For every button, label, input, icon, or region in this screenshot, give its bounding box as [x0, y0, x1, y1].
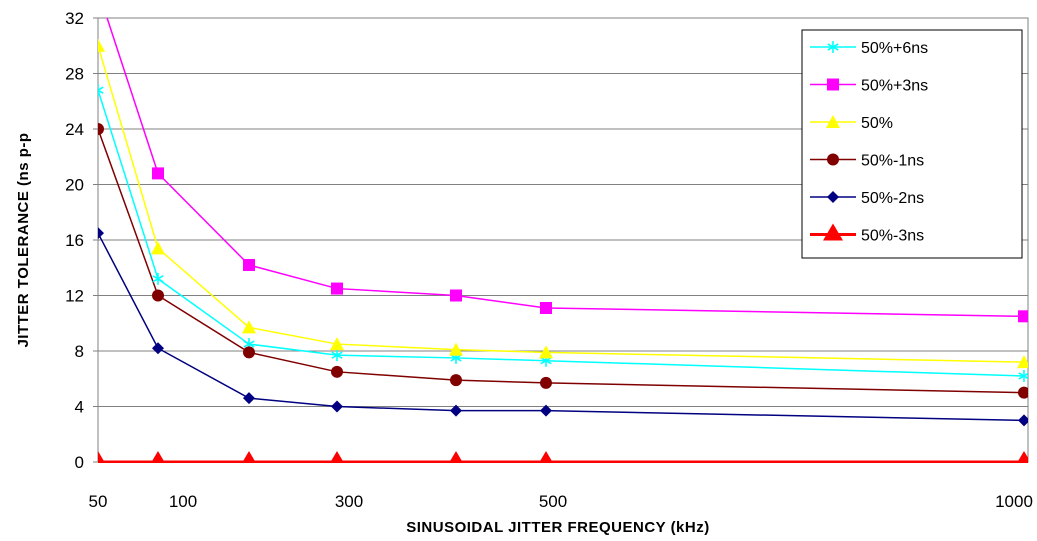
data-point	[152, 289, 164, 302]
data-point	[242, 320, 256, 334]
y-tick-label: 4	[75, 398, 84, 417]
data-point	[827, 78, 839, 91]
data-point	[243, 392, 255, 405]
data-point	[449, 342, 463, 356]
data-point	[330, 337, 344, 351]
data-point	[150, 451, 166, 463]
data-point	[823, 223, 843, 241]
data-point	[331, 349, 343, 362]
marker-layer	[98, 38, 1028, 463]
legend-item: 50%+3ns	[810, 78, 928, 95]
data-point	[540, 301, 552, 314]
data-point	[151, 241, 165, 255]
data-point	[1018, 414, 1028, 427]
data-point	[827, 191, 839, 203]
data-point	[1018, 310, 1028, 323]
legend-box	[801, 29, 1023, 259]
y-tick-label: 32	[65, 9, 84, 28]
data-point	[540, 376, 552, 389]
data-point	[538, 451, 554, 463]
data-point	[331, 282, 343, 295]
x-tick-label: 1000	[995, 492, 1033, 511]
x-tick-label: 300	[335, 492, 363, 511]
legend-item: 50%-3ns	[810, 223, 924, 245]
data-point	[450, 289, 462, 302]
legend-label: 50%-2ns	[861, 190, 924, 207]
data-point	[329, 451, 345, 463]
y-tick-label: 0	[75, 453, 84, 472]
legend-label: 50%-1ns	[861, 153, 924, 170]
y-axis-title: JITTER TOLERANCE (ns p-p	[15, 132, 32, 347]
y-tick-label: 8	[75, 342, 84, 361]
data-point	[98, 227, 104, 240]
data-point	[1016, 451, 1028, 463]
legend-label: 50%	[861, 115, 893, 132]
data-point	[540, 404, 552, 417]
legend-item: 50%	[810, 115, 893, 132]
data-point	[98, 38, 105, 52]
legend-label: 50%-3ns	[861, 228, 924, 245]
x-tick-label: 500	[539, 492, 567, 511]
legend-label: 50%+6ns	[861, 40, 928, 57]
data-point	[152, 167, 164, 180]
data-point	[152, 272, 164, 285]
data-point	[826, 115, 840, 128]
data-point	[331, 365, 343, 378]
data-point	[539, 345, 553, 359]
data-point	[827, 153, 839, 166]
legend-item: 50%-1ns	[810, 153, 924, 170]
data-point	[98, 451, 106, 463]
data-point	[450, 404, 462, 417]
data-point	[331, 400, 343, 413]
legend-item: 50%+6ns	[810, 40, 928, 57]
x-tick-label: 50	[89, 492, 108, 511]
data-point	[827, 41, 839, 53]
x-axis-ticks: 50 100 300 500 1000	[89, 492, 1033, 511]
y-axis-ticks: 0 4 8 12 16 20 24 28 32	[65, 9, 98, 472]
legend-item: 50%-2ns	[810, 190, 924, 207]
data-point	[243, 346, 255, 359]
data-point	[241, 451, 257, 463]
data-point	[152, 342, 164, 355]
data-point	[98, 123, 104, 135]
y-tick-label: 16	[65, 231, 84, 250]
x-tick-label: 100	[169, 492, 197, 511]
data-point	[1018, 369, 1028, 382]
data-point	[243, 258, 255, 271]
y-tick-label: 24	[65, 120, 84, 139]
data-point	[1018, 386, 1028, 399]
y-tick-label: 28	[65, 65, 84, 84]
data-point	[98, 84, 104, 97]
legend-label: 50%+3ns	[861, 78, 928, 95]
data-point	[448, 451, 464, 463]
y-tick-label: 20	[65, 176, 84, 195]
legend: 50%+6ns 50%+3ns 50% 50%-1ns 50%-2ns 50%-3ns	[801, 29, 1023, 259]
x-axis-title: SINUSOIDAL JITTER FREQUENCY (kHz)	[406, 519, 709, 536]
data-point	[1017, 355, 1028, 369]
y-tick-label: 12	[65, 287, 84, 306]
data-point	[450, 374, 462, 387]
